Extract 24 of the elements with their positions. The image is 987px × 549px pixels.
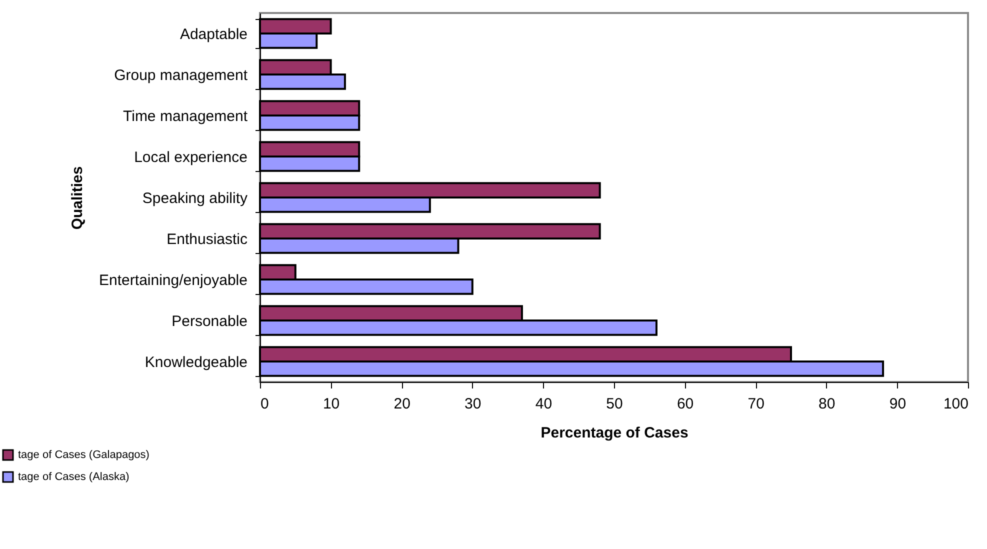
x-tick-label: 20 <box>394 396 410 412</box>
y-tick-label: Speaking ability <box>142 190 248 207</box>
y-tick-label: Enthusiastic <box>166 231 248 248</box>
y-tick-label: Adaptable <box>180 26 248 43</box>
y-tick-label: Personable <box>172 313 248 330</box>
x-axis-title: Percentage of Cases <box>540 424 688 442</box>
legend-label: tage of Cases (Galapagos) <box>18 449 150 461</box>
x-tick-label: 100 <box>943 396 968 412</box>
x-tick-label: 30 <box>464 396 482 412</box>
y-tick-label: Time management <box>123 108 248 125</box>
y-tick-label: Knowledgeable <box>144 354 248 371</box>
x-tick-label: 10 <box>322 396 340 412</box>
x-tick-label: 90 <box>889 396 906 412</box>
legend-label: tage of Cases (Alaska) <box>18 471 130 483</box>
y-tick-label: Local experience <box>134 149 248 166</box>
y-tick-label: Group management <box>114 67 248 84</box>
y-axis-title: Qualities <box>69 166 86 230</box>
x-tick-label: 60 <box>676 396 694 412</box>
x-tick-label: 0 <box>260 396 269 412</box>
x-tick-label: 50 <box>606 396 623 412</box>
x-tick-label: 40 <box>535 396 552 412</box>
y-tick-label: Entertaining/enjoyable <box>99 272 248 289</box>
x-tick-label: 80 <box>818 396 836 412</box>
x-tick-label: 70 <box>748 396 764 412</box>
